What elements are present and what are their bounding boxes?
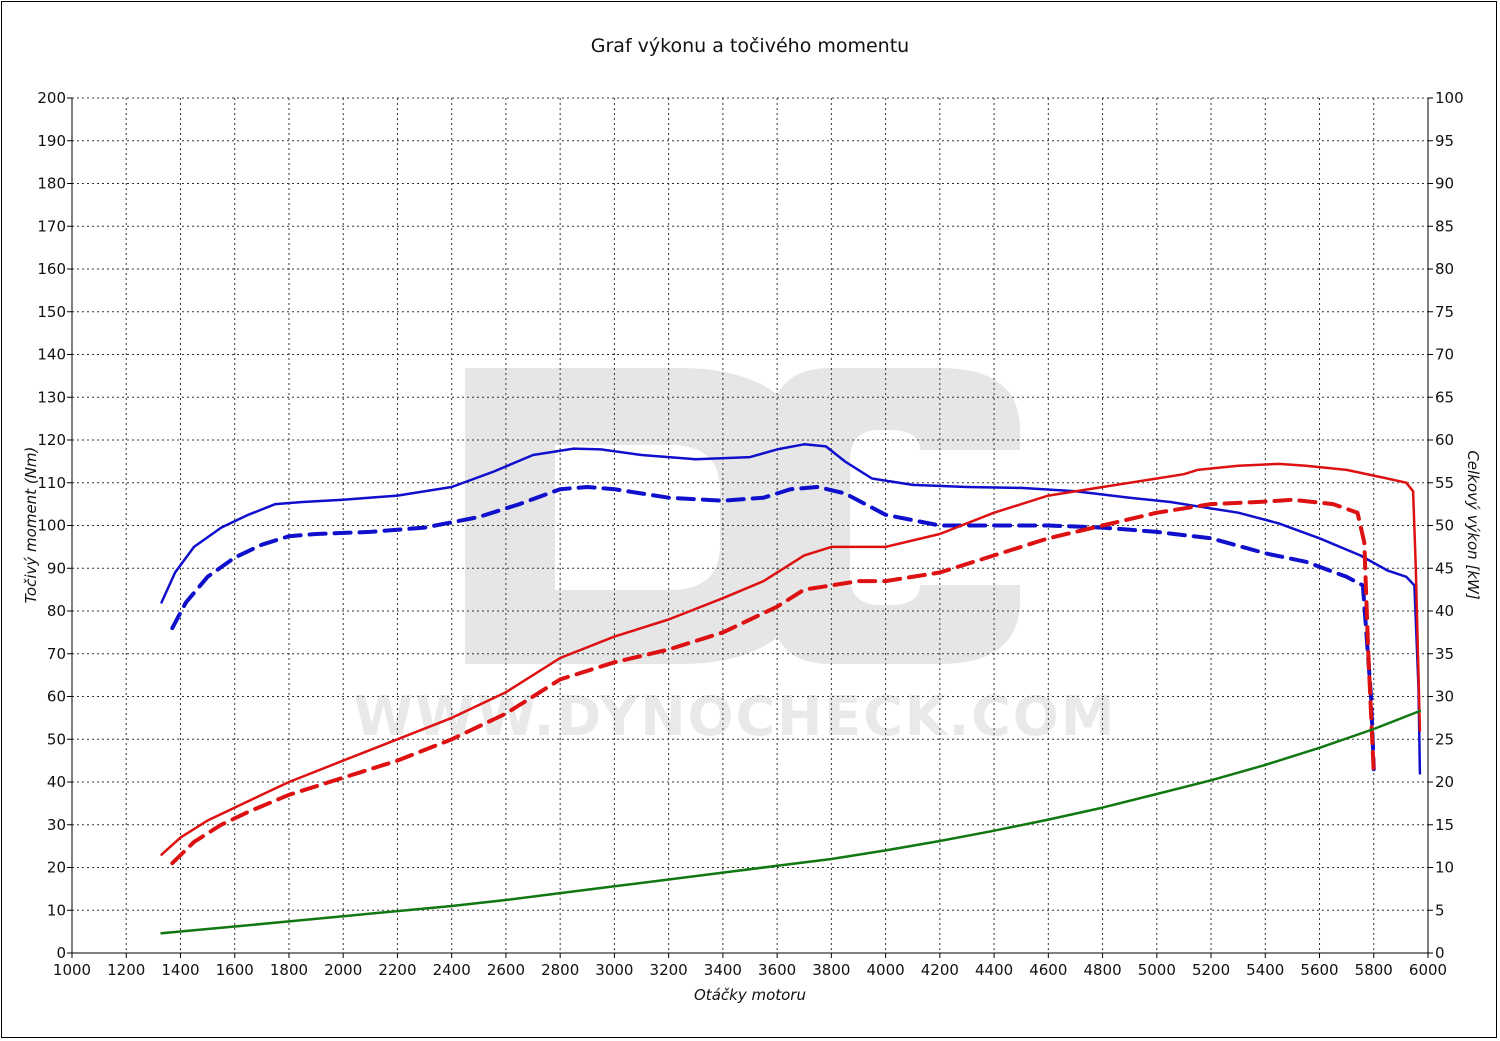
- series-line-power-stock: [170, 497, 1376, 866]
- y-right-tick-label: 70: [1435, 346, 1454, 364]
- series-line-torque-stock: [170, 485, 1376, 772]
- x-tick-label: 6000: [1409, 961, 1447, 979]
- y-left-tick-label: 30: [47, 816, 66, 834]
- y-right-tick-label: 30: [1435, 688, 1454, 706]
- x-tick-label: 5400: [1246, 961, 1284, 979]
- y-left-tick-label: 70: [47, 645, 66, 663]
- y-right-tick-label: 65: [1435, 388, 1454, 406]
- x-tick-label: 3000: [595, 961, 633, 979]
- x-tick-label: 1000: [53, 961, 91, 979]
- x-tick-label: 3400: [704, 961, 742, 979]
- y-right-tick-label: 20: [1435, 773, 1454, 791]
- watermark: WWW.DYNOCHECK.COM: [354, 368, 1117, 748]
- y-left-tick-label: 150: [37, 303, 66, 321]
- y-left-tick-label: 60: [47, 688, 66, 706]
- y-right-tick-label: 85: [1435, 217, 1454, 235]
- x-tick-label: 5200: [1192, 961, 1230, 979]
- y-left-tick-label: 190: [37, 132, 66, 150]
- y-right-tick-label: 95: [1435, 132, 1454, 150]
- x-tick-label: 3200: [650, 961, 688, 979]
- x-tick-label: 2200: [378, 961, 416, 979]
- x-tick-label: 4400: [975, 961, 1013, 979]
- y-right-tick-label: 100: [1435, 89, 1464, 107]
- x-tick-label: 2600: [487, 961, 525, 979]
- x-tick-label: 1800: [270, 961, 308, 979]
- x-tick-label: 1200: [107, 961, 145, 979]
- axes: [67, 97, 1433, 958]
- y-left-tick-label: 20: [47, 859, 66, 877]
- y-right-tick-label: 25: [1435, 730, 1454, 748]
- x-tick-label: 5600: [1300, 961, 1338, 979]
- y-right-tick-label: 60: [1435, 431, 1454, 449]
- x-axis-label: Otáčky motoru: [694, 986, 806, 1004]
- x-tick-label: 4600: [1029, 961, 1067, 979]
- x-tick-label: 5800: [1355, 961, 1393, 979]
- x-tick-label: 2000: [324, 961, 362, 979]
- x-tick-label: 4200: [921, 961, 959, 979]
- y-left-tick-label: 180: [37, 175, 66, 193]
- y-right-tick-label: 50: [1435, 517, 1454, 535]
- x-tick-label: 5000: [1138, 961, 1176, 979]
- series-line-power-loss: [160, 709, 1422, 935]
- y-left-tick-label: 140: [37, 346, 66, 364]
- y-left-tick-label: 170: [37, 217, 66, 235]
- y-left-tick-label: 120: [37, 431, 66, 449]
- y-right-tick-label: 45: [1435, 559, 1454, 577]
- x-tick-label: 1400: [161, 961, 199, 979]
- x-tick-label: 2800: [541, 961, 579, 979]
- x-tick-label: 3800: [812, 961, 850, 979]
- y-left-tick-label: 100: [37, 517, 66, 535]
- y-right-tick-label: 0: [1435, 944, 1445, 962]
- y-axis-right-label: Celkový výkon [kW]: [1464, 450, 1482, 600]
- y-axis-left-label: Točivý moment (Nm): [22, 447, 40, 604]
- y-right-tick-label: 80: [1435, 260, 1454, 278]
- series-group: [160, 443, 1422, 935]
- chart-title: Graf výkonu a točivého momentu: [591, 35, 909, 57]
- y-left-tick-label: 10: [47, 901, 66, 919]
- y-right-tick-label: 35: [1435, 645, 1454, 663]
- y-right-tick-label: 10: [1435, 859, 1454, 877]
- x-tick-label: 2400: [433, 961, 471, 979]
- y-left-tick-label: 0: [56, 944, 66, 962]
- x-tick-label: 4000: [867, 961, 905, 979]
- y-left-tick-label: 90: [47, 559, 66, 577]
- watermark-logo-c: [770, 368, 1020, 664]
- watermark-text: WWW.DYNOCHECK.COM: [354, 685, 1117, 748]
- y-left-tick-label: 130: [37, 388, 66, 406]
- y-right-tick-label: 5: [1435, 901, 1445, 919]
- y-left-tick-label: 50: [47, 730, 66, 748]
- y-left-tick-label: 160: [37, 260, 66, 278]
- series-line-torque-tuned: [160, 443, 1422, 775]
- x-tick-label: 3600: [758, 961, 796, 979]
- x-tick-label: 1600: [216, 961, 254, 979]
- y-left-tick-label: 200: [37, 89, 66, 107]
- watermark-logo-d: [465, 368, 820, 664]
- x-tick-label: 4800: [1083, 961, 1121, 979]
- y-right-tick-label: 55: [1435, 474, 1454, 492]
- y-left-tick-label: 110: [37, 474, 66, 492]
- y-left-tick-label: 80: [47, 602, 66, 620]
- series-line-power-tuned: [160, 462, 1422, 856]
- y-right-tick-label: 40: [1435, 602, 1454, 620]
- tick-labels: 1000 1200 1400 1600 1800 2000 2200 2400 2600 2800…: [37, 89, 1463, 979]
- y-right-tick-label: 75: [1435, 303, 1454, 321]
- y-right-tick-label: 90: [1435, 175, 1454, 193]
- y-left-tick-label: 40: [47, 773, 66, 791]
- y-right-tick-label: 15: [1435, 816, 1454, 834]
